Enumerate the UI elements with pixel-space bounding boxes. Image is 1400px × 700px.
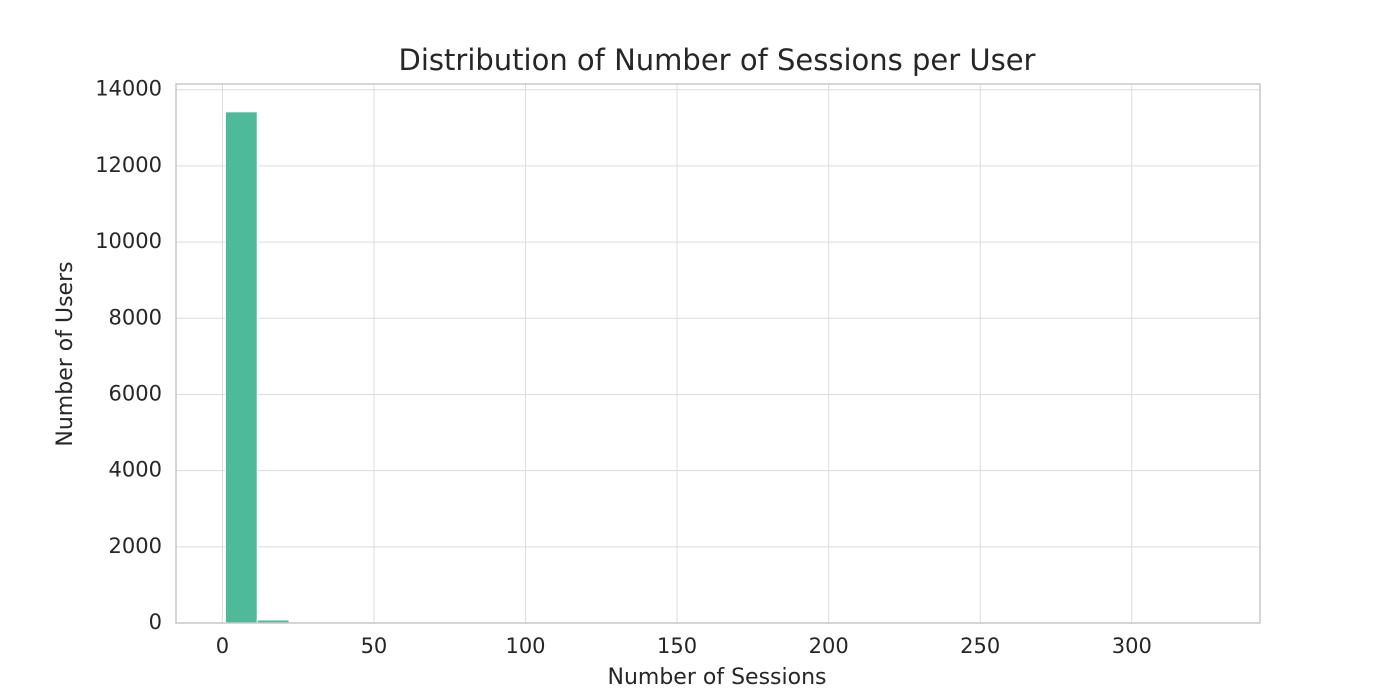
x-axis-label: Number of Sessions bbox=[608, 665, 827, 690]
x-tick-label: 50 bbox=[361, 634, 388, 658]
plot-frame bbox=[175, 83, 1261, 624]
y-tick-label: 2000 bbox=[109, 534, 162, 558]
x-tick-label: 300 bbox=[1112, 634, 1152, 658]
grid bbox=[176, 84, 1260, 624]
x-tick-label: 250 bbox=[960, 634, 1000, 658]
y-tick-label: 14000 bbox=[95, 77, 162, 101]
x-tick-label: 100 bbox=[505, 634, 545, 658]
y-tick-label: 10000 bbox=[95, 229, 162, 253]
x-tick-label: 0 bbox=[216, 634, 229, 658]
x-tick-label: 150 bbox=[657, 634, 697, 658]
x-tick-label: 200 bbox=[809, 634, 849, 658]
y-tick-label: 12000 bbox=[95, 153, 162, 177]
y-axis-label: Number of Users bbox=[53, 261, 78, 446]
chart-title: Distribution of Number of Sessions per U… bbox=[399, 43, 1036, 77]
y-tick-label: 8000 bbox=[109, 305, 162, 329]
y-tick-label: 4000 bbox=[109, 458, 162, 482]
y-tick-label: 0 bbox=[149, 610, 162, 634]
y-tick-label: 6000 bbox=[109, 381, 162, 405]
bar bbox=[224, 111, 258, 624]
